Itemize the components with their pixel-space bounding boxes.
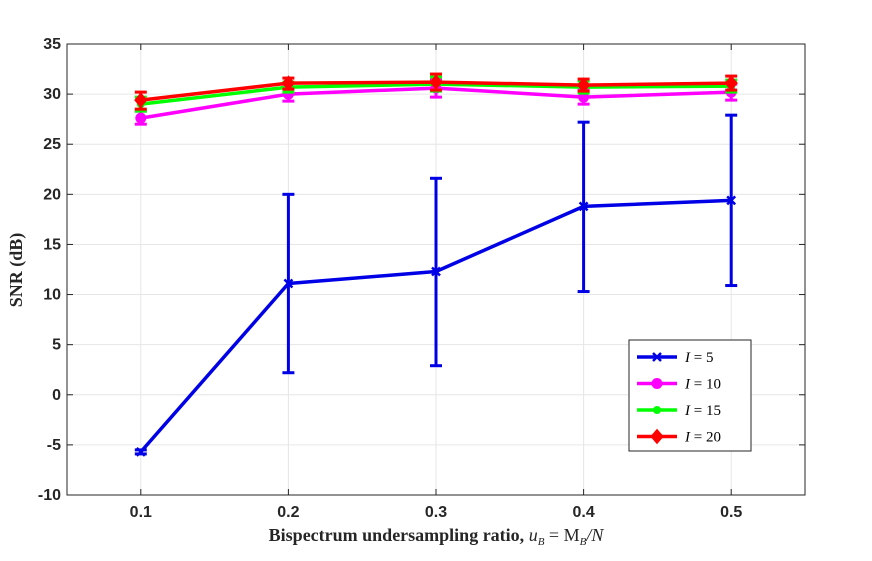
data-point [135, 447, 146, 457]
x-axis-ticks: 0.1 0.2 0.3 0.4 0.5 [130, 44, 742, 521]
y-tick-label: 0 [52, 387, 61, 404]
marker-stroke [283, 278, 294, 289]
y-tick-label: 30 [43, 86, 61, 103]
data-point [431, 266, 441, 277]
plot-frame [66, 43, 806, 496]
series-layer [134, 72, 738, 457]
x-tick-label: 0.1 [130, 504, 152, 521]
legend-label: I = 20 [684, 430, 721, 446]
data-point [724, 75, 738, 91]
y-tick-label: 20 [43, 186, 61, 203]
y-tick-label: -5 [47, 437, 61, 454]
x-tick-label: 0.2 [277, 504, 299, 521]
y-tick-label: 25 [43, 136, 61, 153]
data-point [281, 75, 296, 91]
data-point [726, 195, 737, 206]
series-0 [134, 113, 738, 457]
x-tick-label: 0.5 [720, 504, 742, 521]
legend-item: I = 20 [637, 428, 721, 446]
marker-stroke [578, 201, 589, 212]
data-point [283, 278, 294, 289]
data-point [578, 201, 589, 212]
legend-item: I = 5 [637, 350, 713, 366]
legend-item: I = 10 [637, 377, 721, 393]
x-tick-label: 0.4 [572, 504, 594, 521]
marker-stroke [135, 447, 146, 457]
x-axis-title: Bispectrum undersampling ratio, uB = MB/… [269, 525, 605, 548]
data-point [652, 352, 662, 362]
data-point [134, 92, 148, 108]
series-3 [134, 72, 738, 111]
legend-item: I = 15 [637, 403, 721, 419]
y-tick-label: 5 [52, 337, 61, 354]
data-point [429, 74, 443, 90]
data-point [576, 77, 591, 93]
legend: I = 5 I = 10 I = 15 I = 20 [628, 339, 752, 452]
y-tick-label: 15 [43, 236, 61, 253]
x-tick-label: 0.3 [425, 504, 447, 521]
legend-label: I = 15 [684, 403, 721, 419]
data-point [653, 406, 661, 414]
legend-label: I = 5 [684, 350, 713, 366]
y-tick-label: -10 [38, 487, 61, 504]
y-tick-label: 10 [43, 287, 61, 304]
marker-stroke [726, 195, 737, 206]
y-axis-ticks: -10 -5 0 5 10 15 20 25 30 35 [38, 36, 805, 504]
y-tick-label: 35 [43, 36, 61, 53]
data-point [650, 428, 664, 445]
marker-stroke [431, 266, 441, 277]
data-point [651, 378, 663, 389]
data-point [135, 112, 147, 124]
y-axis-title: SNR (dB) [6, 233, 27, 308]
marker-stroke [652, 352, 662, 362]
legend-label: I = 10 [684, 377, 721, 393]
